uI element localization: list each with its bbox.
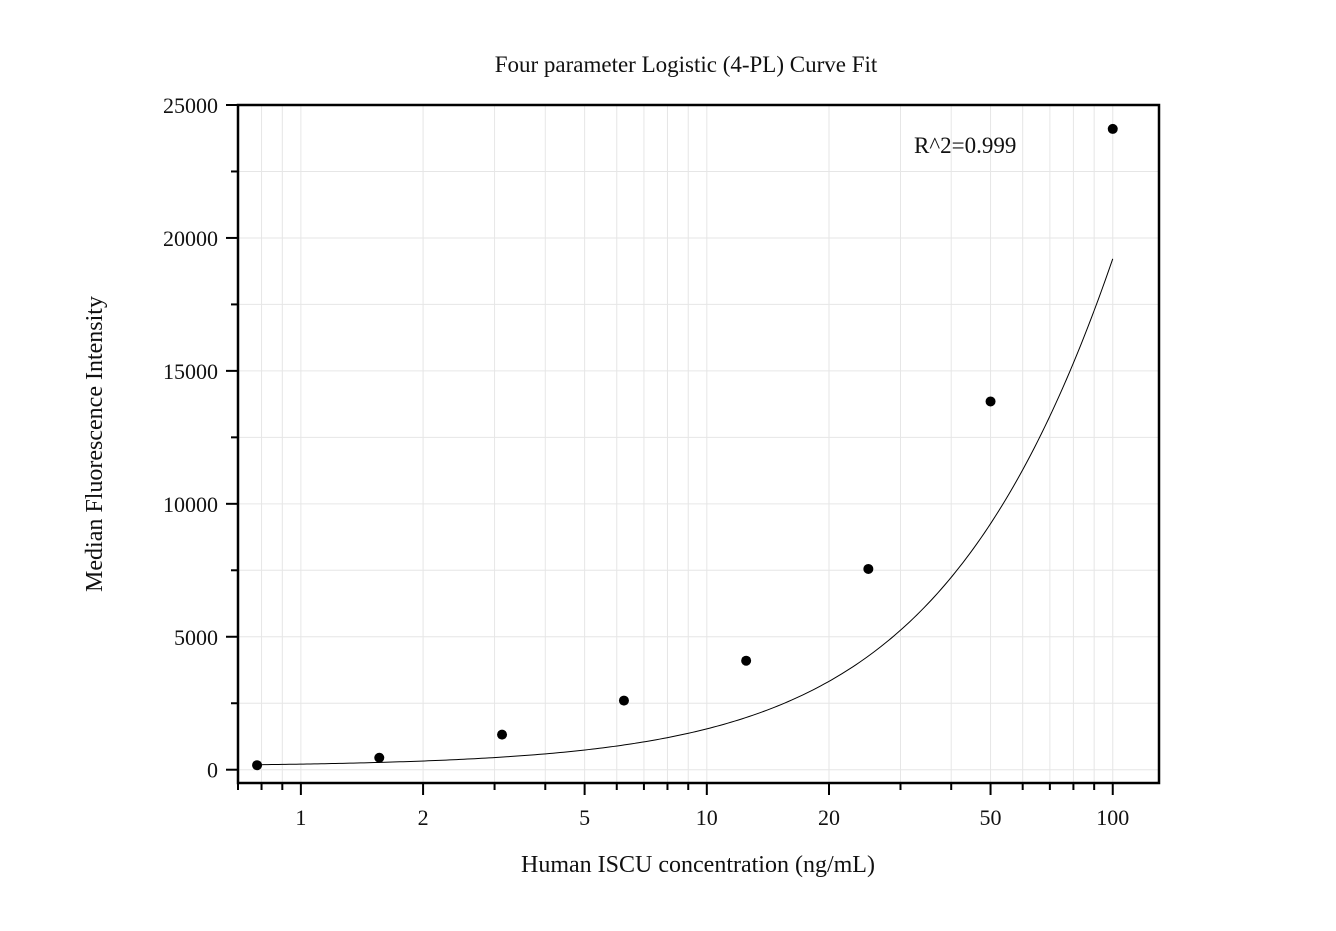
- fit-curve-layer: [257, 258, 1114, 766]
- data-point: [252, 760, 263, 771]
- data-point: [741, 655, 752, 666]
- tick-labels: 1 2 5 10 20 50 100 0 5000 10000 15000 20000 25000: [163, 93, 1129, 830]
- grid: [237, 104, 1159, 783]
- x-tick-label: 2: [418, 805, 429, 830]
- x-axis-label: Human ISCU concentration (ng/mL): [521, 852, 875, 878]
- x-tick-label: 5: [579, 805, 590, 830]
- chart-title: Four parameter Logistic (4-PL) Curve Fit: [495, 52, 878, 77]
- data-point: [618, 695, 629, 706]
- x-tick-label: 20: [818, 805, 840, 830]
- data-point: [497, 729, 508, 740]
- data-point: [1107, 123, 1118, 134]
- x-tick-label: 10: [696, 805, 718, 830]
- fit-curve: [257, 258, 1114, 766]
- plot-frame: [236, 103, 1161, 785]
- x-tick-label: 50: [980, 805, 1002, 830]
- y-tick-label: 15000: [163, 359, 218, 384]
- y-tick-label: 20000: [163, 226, 218, 251]
- y-tick-label: 10000: [163, 492, 218, 517]
- axis-ticks: [226, 104, 1114, 795]
- data-points: [252, 123, 1118, 771]
- y-axis-label: Median Fluorescence Intensity: [82, 296, 108, 592]
- data-point: [985, 396, 996, 407]
- y-tick-label: 25000: [163, 93, 218, 118]
- data-point: [863, 563, 874, 574]
- data-point: [374, 752, 385, 763]
- x-tick-label: 1: [295, 805, 306, 830]
- y-tick-label: 5000: [174, 625, 218, 650]
- y-tick-label: 0: [207, 758, 218, 783]
- r-squared-annotation: R^2=0.999: [914, 133, 1016, 158]
- x-tick-label: 100: [1096, 805, 1129, 830]
